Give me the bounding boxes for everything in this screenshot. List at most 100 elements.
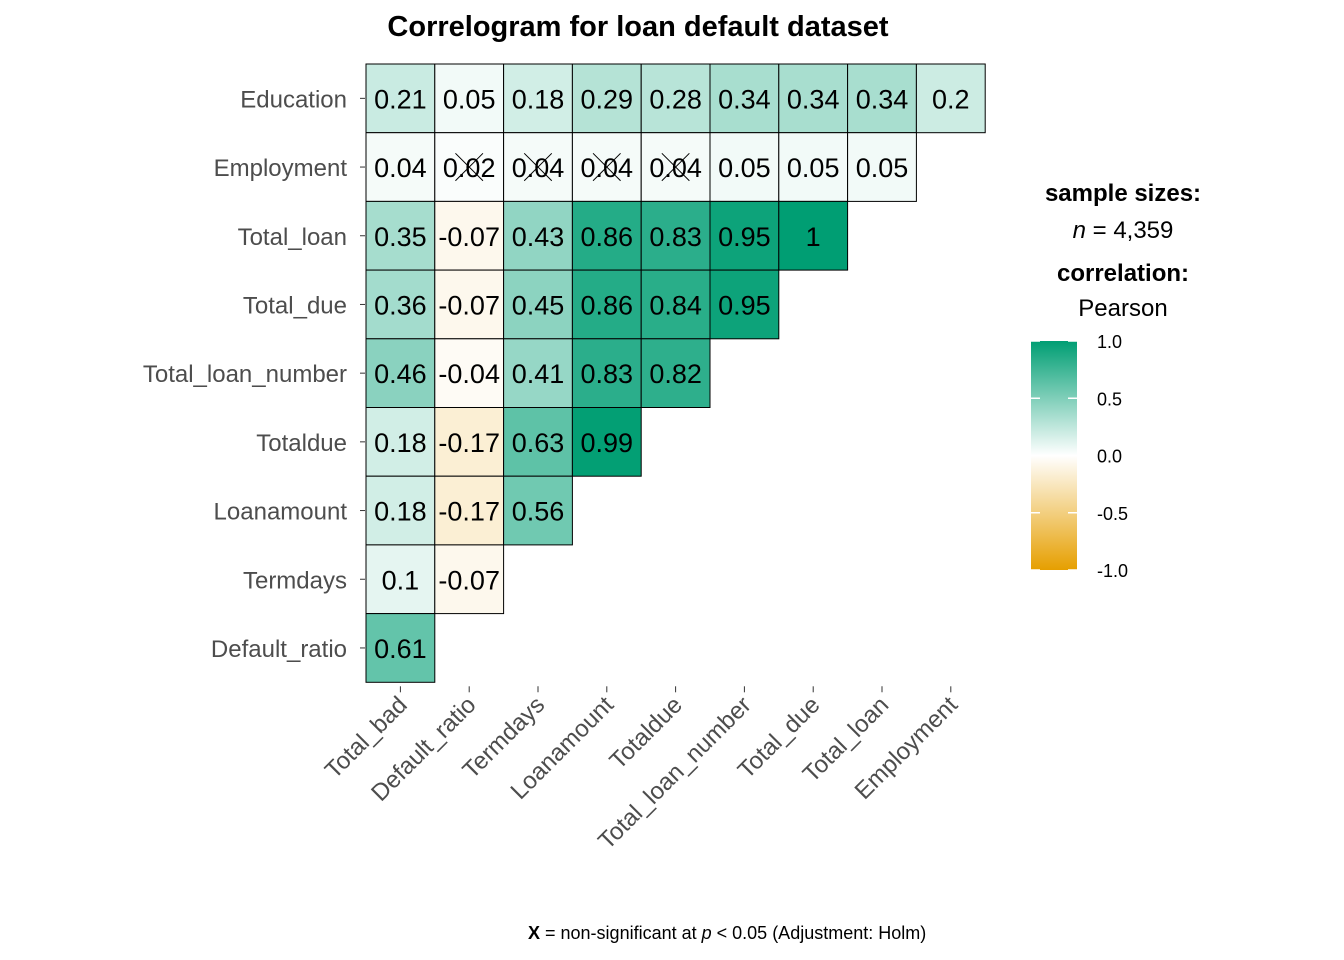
cell-value-label: 0.05 bbox=[787, 153, 840, 183]
y-tick-label: Termdays bbox=[243, 567, 347, 594]
heatmap-cell bbox=[434, 200, 505, 271]
cell-value-label: 0.28 bbox=[649, 84, 702, 114]
cell-value-label: 0.83 bbox=[649, 222, 702, 252]
cell-value-label: 0.18 bbox=[374, 428, 427, 458]
cell-value-label: 0.05 bbox=[856, 153, 909, 183]
cell-value-label: 0.34 bbox=[787, 84, 840, 114]
cell-value-label: 0.18 bbox=[374, 497, 427, 527]
cell-value-label: 0.56 bbox=[512, 497, 565, 527]
legend-sample-size: n = 4,359 bbox=[1073, 217, 1174, 244]
heatmap-cell bbox=[434, 63, 505, 134]
cell-value-label: -0.07 bbox=[438, 222, 500, 252]
heatmap-cell bbox=[434, 269, 505, 340]
heatmap-cell bbox=[365, 63, 436, 134]
y-tick-label: Loanamount bbox=[214, 499, 348, 526]
heatmap-cell bbox=[571, 200, 642, 271]
cell-value-label: 0.86 bbox=[581, 222, 634, 252]
heatmap-cell bbox=[434, 338, 505, 408]
heatmap-cell bbox=[640, 338, 711, 408]
heatmap-cells: 0.21 0.05 0.18 0.29 0.28 0.34 0.34 0.34 0.2 0.04 0… bbox=[365, 63, 986, 683]
cell-value-label: 0.99 bbox=[581, 428, 634, 458]
y-tick-label: Total_due bbox=[243, 292, 347, 319]
heatmap-cell bbox=[503, 63, 573, 134]
cell-value-label: 0.18 bbox=[512, 84, 565, 114]
heatmap-cell bbox=[571, 63, 642, 134]
non-significant-cross bbox=[455, 152, 484, 182]
cell-value-label: 0.45 bbox=[512, 290, 565, 320]
cell-value-label: 0.95 bbox=[718, 222, 771, 252]
heatmap-cell bbox=[365, 132, 436, 202]
y-tick-label: Education bbox=[240, 86, 347, 113]
y-tick-label: Employment bbox=[214, 155, 348, 182]
heatmap-cell bbox=[503, 407, 573, 477]
heatmap-cell bbox=[503, 475, 573, 546]
heatmap-cell bbox=[503, 200, 573, 271]
cell-value-label: 0.34 bbox=[856, 84, 909, 114]
cell-value-label: 0.2 bbox=[932, 84, 970, 114]
caption-text-2: < 0.05 (Adjustment: Holm) bbox=[712, 923, 927, 943]
cell-value-label: 0.05 bbox=[718, 153, 771, 183]
cell-value-label: -0.17 bbox=[438, 428, 500, 458]
heatmap-cell bbox=[847, 63, 917, 134]
heatmap-cell bbox=[365, 269, 436, 340]
legend-tick-label: -0.5 bbox=[1097, 504, 1128, 524]
cell-value-label: 0.04 bbox=[581, 153, 634, 183]
legend: sample sizes: n = 4,359 correlation: Pea… bbox=[1031, 180, 1201, 581]
cell-value-label: 0.36 bbox=[374, 290, 427, 320]
cell-value-label: 0.05 bbox=[443, 84, 496, 114]
heatmap-cell bbox=[503, 269, 573, 340]
cell-value-label: 0.63 bbox=[512, 428, 565, 458]
caption-text-1: = non-significant at bbox=[540, 923, 702, 943]
cell-value-label: 0.04 bbox=[649, 153, 702, 183]
y-tick-label: Total_loan bbox=[238, 224, 347, 251]
heatmap-cell bbox=[778, 132, 849, 202]
legend-sample-sizes-heading: sample sizes: bbox=[1045, 180, 1201, 207]
caption: X = non-significant at p < 0.05 (Adjustm… bbox=[528, 923, 926, 943]
caption-p-symbol: p bbox=[701, 923, 712, 943]
cell-value-label: 0.82 bbox=[649, 359, 702, 389]
cell-value-label: 0.95 bbox=[718, 290, 771, 320]
cell-value-label: 0.46 bbox=[374, 359, 427, 389]
legend-ticks: 1.0 0.5 0.0 -0.5 -1.0 bbox=[1031, 332, 1128, 581]
cell-value-label: 0.35 bbox=[374, 222, 427, 252]
heatmap-cell bbox=[778, 200, 849, 271]
cell-value-label: -0.07 bbox=[438, 290, 500, 320]
cell-value-label: 0.61 bbox=[374, 634, 427, 664]
heatmap-cell bbox=[365, 613, 436, 683]
cell-value-label: 0.43 bbox=[512, 222, 565, 252]
heatmap-cell bbox=[571, 407, 642, 477]
chart-title: Correlogram for loan default dataset bbox=[387, 11, 888, 43]
heatmap-cell bbox=[434, 544, 505, 615]
heatmap-cell bbox=[709, 200, 780, 271]
heatmap-cell bbox=[709, 269, 780, 340]
cell-value-label: -0.07 bbox=[438, 565, 500, 595]
cell-value-label: 0.86 bbox=[581, 290, 634, 320]
legend-tick-label: 1.0 bbox=[1097, 332, 1122, 352]
heatmap-cell bbox=[709, 132, 780, 202]
heatmap-cell bbox=[365, 200, 436, 271]
x-axis: Total_badDefault_ratioTermdaysLoanamount… bbox=[320, 686, 963, 855]
cell-value-label: 0.34 bbox=[718, 84, 771, 114]
heatmap-cell bbox=[365, 544, 436, 615]
heatmap-cell bbox=[640, 269, 711, 340]
heatmap-cell bbox=[503, 338, 573, 408]
non-significant-cross bbox=[592, 152, 621, 182]
cell-value-label: 0.83 bbox=[581, 359, 634, 389]
cell-value-label: 0.04 bbox=[512, 153, 565, 183]
heatmap-cell bbox=[915, 63, 986, 134]
non-significant-cross bbox=[523, 152, 553, 182]
heatmap-cell bbox=[571, 338, 642, 408]
cell-value-label: -0.17 bbox=[438, 497, 500, 527]
legend-tick-label: -1.0 bbox=[1097, 561, 1128, 581]
cell-value-label: 0.02 bbox=[443, 153, 496, 183]
legend-n-value: = 4,359 bbox=[1086, 217, 1173, 244]
cell-value-label: 0.21 bbox=[374, 84, 427, 114]
cell-value-label: 0.1 bbox=[382, 565, 420, 595]
y-tick-label: Default_ratio bbox=[211, 636, 347, 663]
y-tick-label: Totaldue bbox=[256, 430, 347, 457]
legend-tick-label: 0.0 bbox=[1097, 447, 1122, 467]
legend-correlation-method: Pearson bbox=[1078, 295, 1167, 322]
y-tick-label: Total_loan_number bbox=[143, 361, 347, 388]
cell-value-label: 0.84 bbox=[649, 290, 702, 320]
